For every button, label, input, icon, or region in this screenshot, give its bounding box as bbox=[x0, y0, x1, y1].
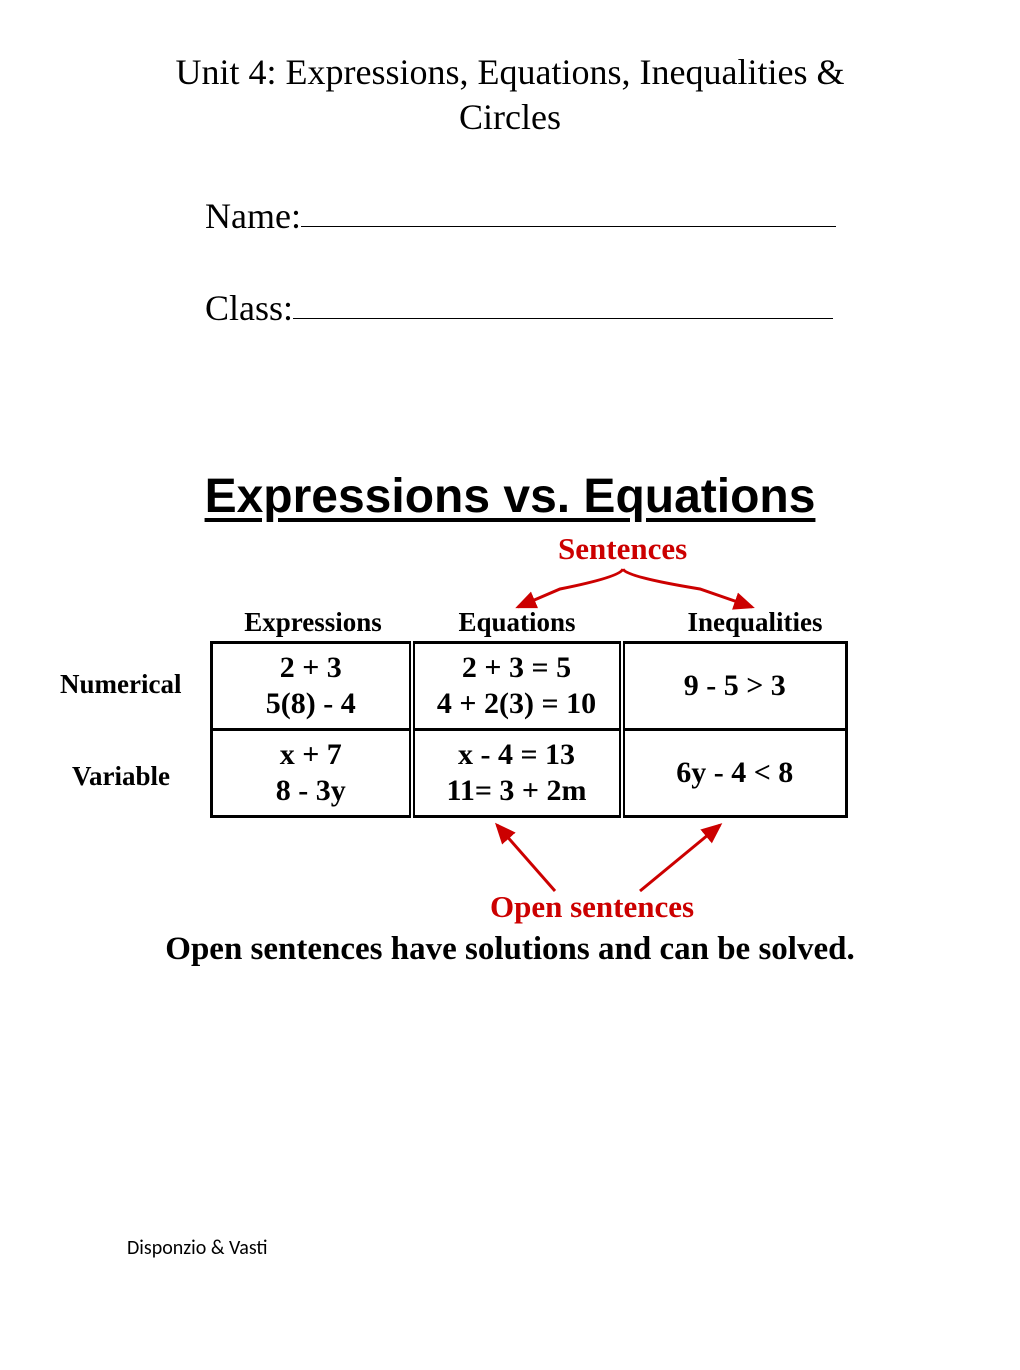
footer-authors: Disponzio & Vasti bbox=[127, 1236, 268, 1260]
cell-line: x - 4 = 13 bbox=[423, 737, 611, 773]
cell-line: 2 + 3 = 5 bbox=[423, 650, 611, 686]
cell-numerical-equations: 2 + 3 = 5 4 + 2(3) = 10 bbox=[412, 643, 622, 730]
cell-variable-inequalities: 6y - 4 < 8 bbox=[622, 730, 847, 817]
cell-line: 6y - 4 < 8 bbox=[633, 755, 838, 791]
column-header-equations: Equations bbox=[432, 607, 602, 638]
column-header-inequalities: Inequalities bbox=[660, 607, 850, 638]
name-label: Name: bbox=[205, 196, 301, 236]
cell-variable-expressions: x + 7 8 - 3y bbox=[212, 730, 412, 817]
column-header-expressions: Expressions bbox=[228, 607, 398, 638]
class-blank-line bbox=[293, 318, 833, 319]
cell-numerical-inequalities: 9 - 5 > 3 bbox=[622, 643, 847, 730]
cell-line: 9 - 5 > 3 bbox=[633, 668, 838, 704]
page-title: Unit 4: Expressions, Equations, Inequali… bbox=[0, 50, 1020, 140]
cell-line: x + 7 bbox=[221, 737, 401, 773]
cell-line: 8 - 3y bbox=[221, 773, 401, 809]
table-row: 2 + 3 5(8) - 4 2 + 3 = 5 4 + 2(3) = 10 9… bbox=[212, 643, 847, 730]
cell-line: 5(8) - 4 bbox=[221, 686, 401, 722]
table-row: x + 7 8 - 3y x - 4 = 13 11= 3 + 2m 6y - … bbox=[212, 730, 847, 817]
cell-numerical-expressions: 2 + 3 5(8) - 4 bbox=[212, 643, 412, 730]
expressions-vs-equations-diagram: Expressions vs. Equations Sentences Expr… bbox=[0, 469, 1020, 1109]
class-label: Class: bbox=[205, 288, 293, 328]
row-label-numerical: Numerical bbox=[60, 669, 181, 700]
open-sentences-annotation: Open sentences bbox=[490, 889, 694, 925]
cell-line: 4 + 2(3) = 10 bbox=[423, 686, 611, 722]
comparison-table: 2 + 3 5(8) - 4 2 + 3 = 5 4 + 2(3) = 10 9… bbox=[210, 641, 848, 818]
diagram-title: Expressions vs. Equations bbox=[0, 469, 1020, 524]
name-field-row: Name: bbox=[205, 195, 1020, 237]
diagram-caption: Open sentences have solutions and can be… bbox=[0, 931, 1020, 968]
cell-variable-equations: x - 4 = 13 11= 3 + 2m bbox=[412, 730, 622, 817]
class-field-row: Class: bbox=[205, 287, 1020, 329]
cell-line: 11= 3 + 2m bbox=[423, 773, 611, 809]
row-label-variable: Variable bbox=[72, 761, 170, 792]
sentences-annotation: Sentences bbox=[558, 531, 687, 567]
cell-line: 2 + 3 bbox=[221, 650, 401, 686]
name-blank-line bbox=[301, 226, 836, 227]
